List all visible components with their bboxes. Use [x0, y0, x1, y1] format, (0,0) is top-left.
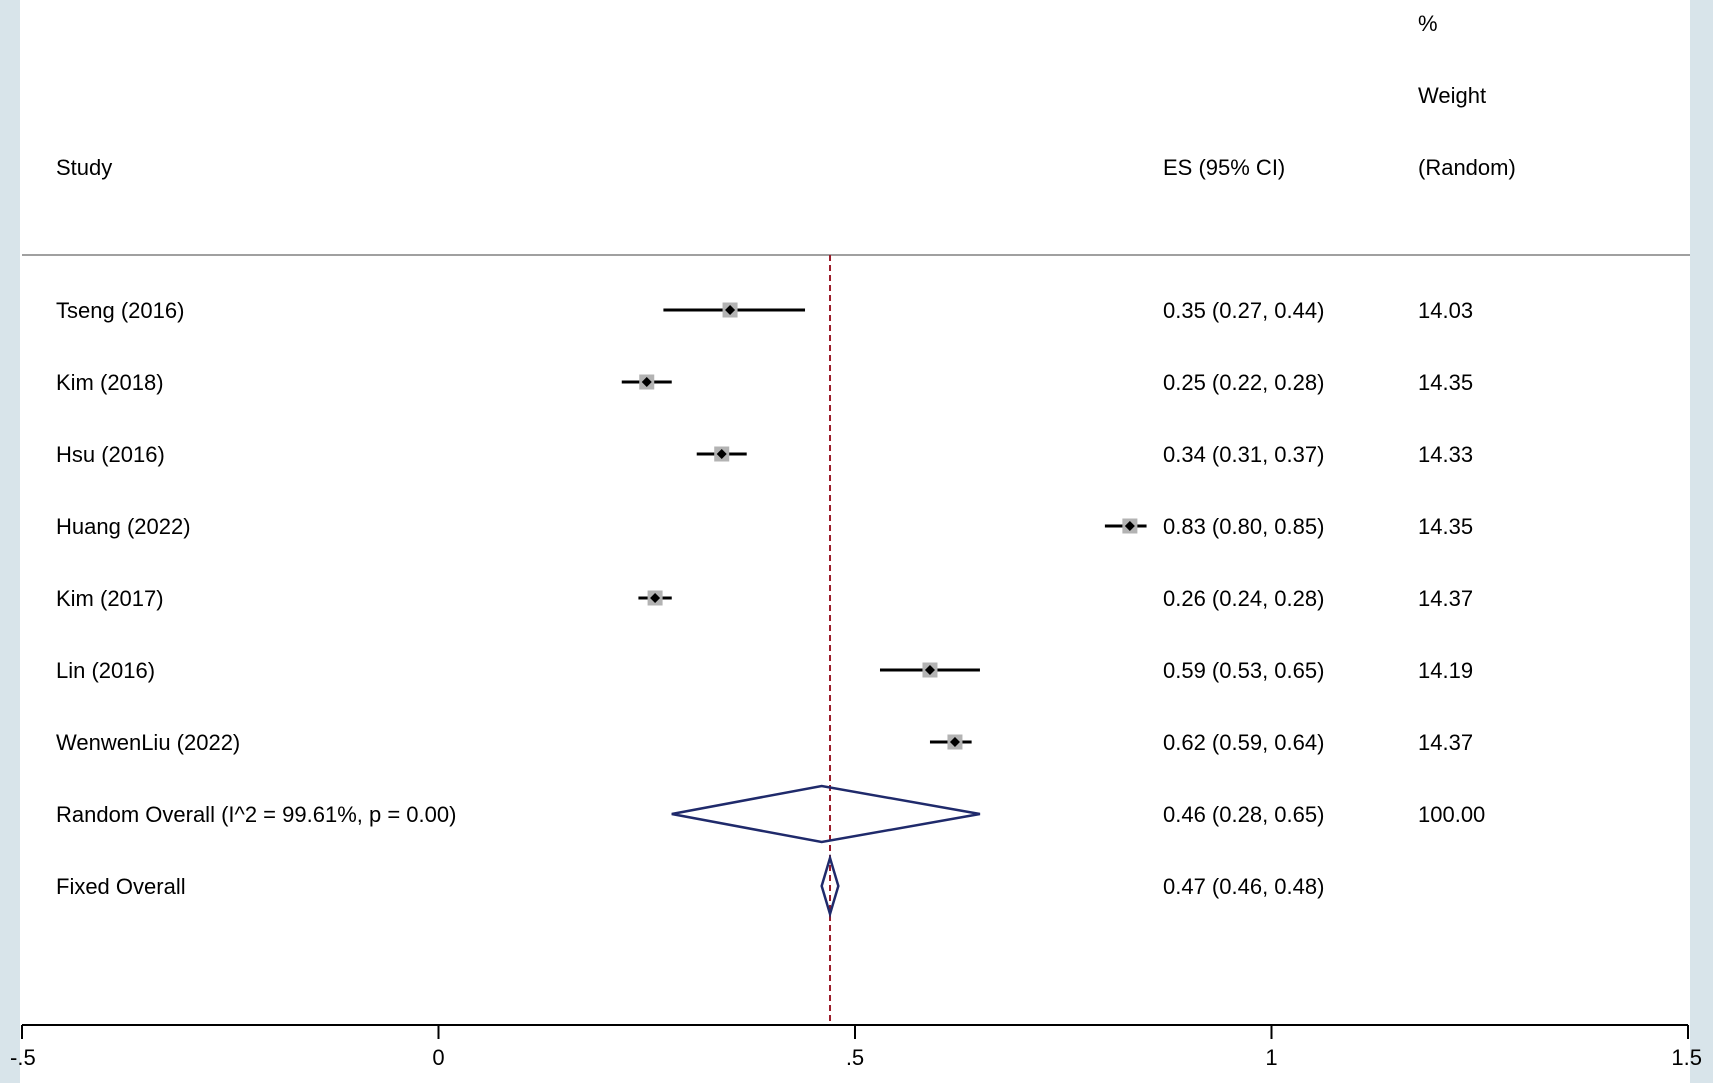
overall-label: Fixed Overall	[56, 874, 186, 899]
study-label: Tseng (2016)	[56, 298, 184, 323]
study-es-text: 0.35 (0.27, 0.44)	[1163, 298, 1324, 323]
study-point	[716, 449, 727, 459]
study-weight-text: 14.33	[1418, 442, 1473, 467]
header-weight-line3: (Random)	[1418, 155, 1516, 180]
overall-diamond	[671, 784, 981, 844]
study-label: Huang (2022)	[56, 514, 191, 539]
marks-layer	[621, 255, 1147, 1023]
overall-es-text: 0.46 (0.28, 0.65)	[1163, 802, 1324, 827]
header-weight-line2: Weight	[1418, 83, 1486, 108]
study-es-text: 0.62 (0.59, 0.64)	[1163, 730, 1324, 755]
study-es-text: 0.25 (0.22, 0.28)	[1163, 370, 1324, 395]
overall-label: Random Overall (I^2 = 99.61%, p = 0.00)	[56, 802, 456, 827]
overall-weight-text: 100.00	[1418, 802, 1485, 827]
study-weight-text: 14.19	[1418, 658, 1473, 683]
header-es: ES (95% CI)	[1163, 155, 1285, 180]
study-point	[949, 737, 960, 747]
study-point	[641, 377, 652, 387]
header-weight-line1: %	[1418, 11, 1438, 36]
study-weight-text: 14.37	[1418, 730, 1473, 755]
study-es-text: 0.83 (0.80, 0.85)	[1163, 514, 1324, 539]
study-weight-text: 14.35	[1418, 370, 1473, 395]
left-frame-strip	[0, 0, 20, 1083]
header-study: Study	[56, 155, 112, 180]
study-point	[650, 593, 661, 603]
study-point	[725, 305, 736, 315]
study-weight-text: 14.37	[1418, 586, 1473, 611]
x-tick-label: -.5	[10, 1045, 36, 1070]
x-tick-label: .5	[846, 1045, 864, 1070]
study-label: Hsu (2016)	[56, 442, 165, 467]
study-es-text: 0.59 (0.53, 0.65)	[1163, 658, 1324, 683]
x-axis: -.5 0 .5 1 1.5	[10, 1024, 1702, 1070]
study-weight-text: 14.03	[1418, 298, 1473, 323]
study-label: Kim (2017)	[56, 586, 164, 611]
study-label: WenwenLiu (2022)	[56, 730, 240, 755]
study-point	[924, 665, 935, 675]
right-frame-strip	[1690, 0, 1713, 1083]
x-tick-label: 1	[1265, 1045, 1277, 1070]
study-es-text: 0.26 (0.24, 0.28)	[1163, 586, 1324, 611]
x-tick-label: 0	[432, 1045, 444, 1070]
study-point	[1124, 521, 1135, 531]
study-label: Lin (2016)	[56, 658, 155, 683]
overall-diamond	[820, 853, 840, 919]
study-es-text: 0.34 (0.31, 0.37)	[1163, 442, 1324, 467]
x-tick-label: 1.5	[1671, 1045, 1702, 1070]
rows-layer: Tseng (2016) 0.35 (0.27, 0.44) 14.03 Kim (2…	[56, 298, 1485, 899]
overall-es-text: 0.47 (0.46, 0.48)	[1163, 874, 1324, 899]
study-label: Kim (2018)	[56, 370, 164, 395]
study-weight-text: 14.35	[1418, 514, 1473, 539]
